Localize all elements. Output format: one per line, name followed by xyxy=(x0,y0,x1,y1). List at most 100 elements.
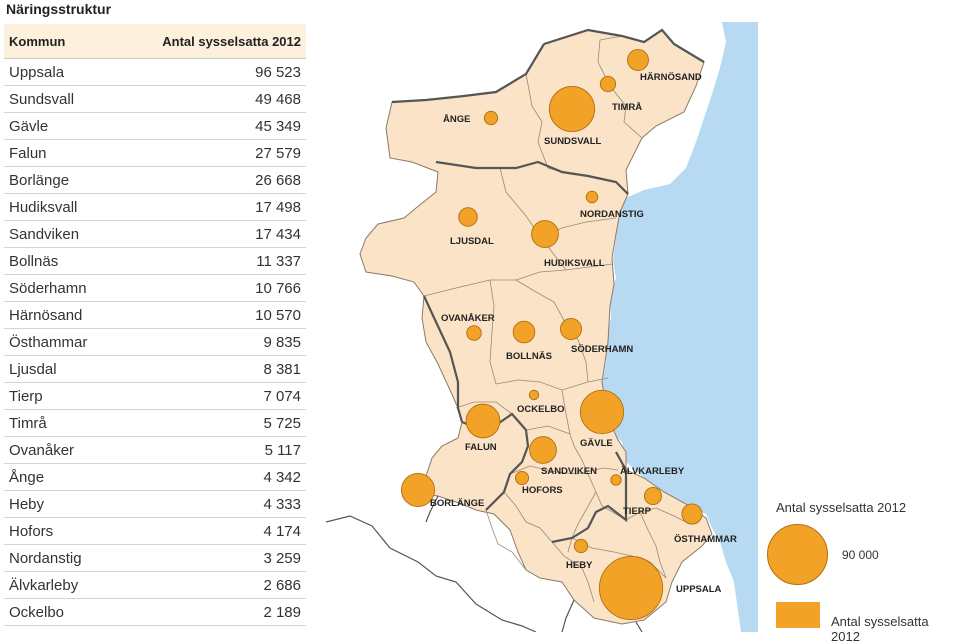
kommun-cell: Älvkarleby xyxy=(4,571,117,599)
value-cell: 10 766 xyxy=(116,274,306,302)
kommun-cell: Falun xyxy=(4,139,117,167)
table-row: Ånge 4 342 xyxy=(4,463,306,491)
kommun-cell: Ljusdal xyxy=(4,355,117,383)
value-cell: 8 381 xyxy=(116,355,306,383)
bubble-nordanstig xyxy=(585,190,599,204)
map-label-falun: FALUN xyxy=(465,442,497,453)
table-row: Ockelbo 2 189 xyxy=(4,598,306,626)
value-cell: 49 468 xyxy=(116,85,306,113)
outside-boundaries xyxy=(326,495,643,632)
map-label-nordanstig: NORDANSTIG xyxy=(580,209,644,220)
value-cell: 7 074 xyxy=(116,382,306,410)
value-cell: 4 333 xyxy=(116,490,306,518)
value-cell: 5 725 xyxy=(116,409,306,437)
kommun-cell: Ovanåker xyxy=(4,436,117,464)
table-row: Gävle 45 349 xyxy=(4,112,306,140)
value-cell: 4 342 xyxy=(116,463,306,491)
table-row: Hudiksvall 17 498 xyxy=(4,193,306,221)
value-cell: 26 668 xyxy=(116,166,306,194)
bubble-soderhamn xyxy=(559,318,582,341)
page-title: Näringsstruktur xyxy=(6,1,112,17)
kommun-cell: Söderhamn xyxy=(4,274,117,302)
kommun-cell: Ockelbo xyxy=(4,598,117,626)
bubble-sandviken xyxy=(529,436,557,464)
bubble-hudiksvall xyxy=(531,220,559,248)
table-row: Tierp 7 074 xyxy=(4,382,306,410)
kommun-cell: Uppsala xyxy=(4,58,117,86)
bubble-ange xyxy=(483,110,499,126)
bubble-timra xyxy=(599,75,617,93)
map-label-harnosand: HÄRNÖSAND xyxy=(640,72,702,83)
table-row: Borlänge 26 668 xyxy=(4,166,306,194)
kommun-cell: Gävle xyxy=(4,112,117,140)
table-body: Uppsala 96 523 Sundsvall 49 468 Gävle 45 349 F… xyxy=(4,58,306,626)
table-row: Bollnäs 11 337 xyxy=(4,247,306,275)
table-row: Heby 4 333 xyxy=(4,490,306,518)
bubble-hofors xyxy=(514,470,530,486)
value-cell: 45 349 xyxy=(116,112,306,140)
map-label-timra: TIMRÅ xyxy=(612,102,642,113)
bubble-tierp xyxy=(644,487,663,506)
bubble-osthammar xyxy=(681,503,703,525)
value-cell: 10 570 xyxy=(116,301,306,329)
map-label-tierp: TIERP xyxy=(623,506,652,517)
map-label-borlange: BORLÄNGE xyxy=(430,498,484,509)
legend-reference-value: 90 000 xyxy=(842,548,879,562)
map-label-ockelbo: OCKELBO xyxy=(517,404,565,415)
value-cell: 17 498 xyxy=(116,193,306,221)
map-label-osthammar: ÖSTHAMMAR xyxy=(674,534,737,545)
map-label-hofors: HOFORS xyxy=(522,485,563,496)
kommun-cell: Hofors xyxy=(4,517,117,545)
bubble-uppsala xyxy=(598,555,664,621)
region-land xyxy=(359,29,713,625)
value-cell: 11 337 xyxy=(116,247,306,275)
table-row: Nordanstig 3 259 xyxy=(4,544,306,572)
bubble-borlange xyxy=(400,472,436,508)
kommun-cell: Sandviken xyxy=(4,220,117,248)
bubble-gavle xyxy=(579,389,625,435)
kommun-cell: Östhammar xyxy=(4,328,117,356)
column-header-value: Antal sysselsatta 2012 xyxy=(116,24,306,59)
kommun-cell: Heby xyxy=(4,490,117,518)
table-row: Östhammar 9 835 xyxy=(4,328,306,356)
table-row: Hofors 4 174 xyxy=(4,517,306,545)
map-label-gavle: GÄVLE xyxy=(580,438,613,449)
legend-swatch xyxy=(776,602,820,628)
column-header-kommun: Kommun xyxy=(4,24,117,59)
value-cell: 17 434 xyxy=(116,220,306,248)
table-row: Ljusdal 8 381 xyxy=(4,355,306,383)
value-cell: 4 174 xyxy=(116,517,306,545)
kommun-cell: Borlänge xyxy=(4,166,117,194)
legend-swatch-label: Antal sysselsatta 2012 xyxy=(831,614,929,644)
table-row: Söderhamn 10 766 xyxy=(4,274,306,302)
bubble-alvkarleby xyxy=(610,474,622,486)
kommun-cell: Hudiksvall xyxy=(4,193,117,221)
legend-title: Antal sysselsatta 2012 xyxy=(776,500,907,515)
bubble-ovanaker xyxy=(466,325,482,341)
table-row: Älvkarleby 2 686 xyxy=(4,571,306,599)
value-cell: 2 686 xyxy=(116,571,306,599)
map-label-bollnas: BOLLNÄS xyxy=(506,351,552,362)
map-label-soderhamn: SÖDERHAMN xyxy=(571,344,633,355)
bubble-harnosand xyxy=(627,49,649,71)
kommun-cell: Nordanstig xyxy=(4,544,117,572)
table-row: Uppsala 96 523 xyxy=(4,58,306,86)
table-row: Sandviken 17 434 xyxy=(4,220,306,248)
kommun-cell: Härnösand xyxy=(4,301,117,329)
legend-reference-circle xyxy=(767,524,828,585)
bubble-falun xyxy=(465,403,501,439)
map-label-heby: HEBY xyxy=(566,560,593,571)
map-label-alvkarleby: ÄLVKARLEBY xyxy=(620,466,685,477)
bubble-bollnas xyxy=(512,320,536,344)
value-cell: 9 835 xyxy=(116,328,306,356)
map-label-uppsala: UPPSALA xyxy=(676,584,722,595)
map-label-ljusdal: LJUSDAL xyxy=(450,236,494,247)
kommun-cell: Tierp xyxy=(4,382,117,410)
kommun-cell: Ånge xyxy=(4,463,117,491)
value-cell: 2 189 xyxy=(116,598,306,626)
table-row: Timrå 5 725 xyxy=(4,409,306,437)
bubble-heby xyxy=(573,538,589,554)
kommun-cell: Timrå xyxy=(4,409,117,437)
value-cell: 27 579 xyxy=(116,139,306,167)
map-label-ovanaker: OVANÅKER xyxy=(441,313,495,324)
